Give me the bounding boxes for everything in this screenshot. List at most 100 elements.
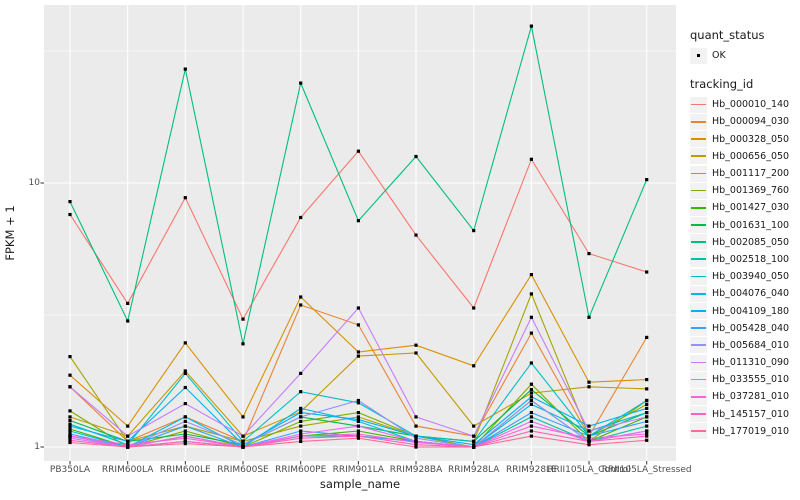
legend-key bbox=[690, 47, 707, 64]
legend-key bbox=[690, 320, 707, 337]
legend-item-quant-status: OK bbox=[690, 47, 800, 64]
data-point bbox=[68, 432, 72, 436]
data-point bbox=[529, 331, 533, 335]
data-point bbox=[299, 419, 303, 423]
legend-item-label: Hb_002518_100 bbox=[712, 253, 790, 265]
legend-item-tracking-id: Hb_002518_100 bbox=[690, 251, 800, 268]
legend-item-tracking-id: Hb_000094_030 bbox=[690, 113, 800, 130]
data-point bbox=[356, 419, 360, 423]
data-point bbox=[299, 434, 303, 438]
legend-item-tracking-id: Hb_033555_010 bbox=[690, 371, 800, 388]
data-point bbox=[183, 385, 187, 390]
legend-key bbox=[690, 285, 707, 302]
legend-item-tracking-id: Hb_001631_100 bbox=[690, 217, 800, 234]
data-point bbox=[529, 415, 533, 419]
data-point bbox=[299, 303, 303, 307]
data-point bbox=[68, 200, 72, 204]
data-point bbox=[414, 443, 418, 447]
data-point bbox=[587, 443, 591, 447]
data-point bbox=[529, 361, 533, 365]
data-point bbox=[241, 434, 245, 438]
data-point bbox=[183, 434, 187, 438]
data-point bbox=[645, 438, 649, 442]
x-tick-label: RRIM600SE bbox=[217, 465, 269, 475]
legend-item-tracking-id: Hb_000328_050 bbox=[690, 131, 800, 148]
data-point bbox=[356, 411, 360, 415]
data-point bbox=[68, 373, 72, 377]
data-point bbox=[356, 424, 360, 428]
legend-item-tracking-id: Hb_003940_050 bbox=[690, 268, 800, 285]
x-tick-label: RRII105LA_Control bbox=[547, 465, 631, 475]
data-point bbox=[529, 24, 533, 28]
data-point bbox=[68, 424, 72, 428]
x-tick-label: RRIM928LE bbox=[505, 465, 557, 475]
data-point bbox=[414, 436, 418, 440]
legend-key bbox=[690, 113, 707, 130]
legend-item-tracking-id: Hb_005684_010 bbox=[690, 337, 800, 354]
data-point bbox=[299, 390, 303, 394]
legend-key-line bbox=[691, 292, 706, 295]
data-point bbox=[68, 409, 72, 413]
data-point bbox=[183, 432, 187, 436]
legend-item-tracking-id: Hb_011310_090 bbox=[690, 354, 800, 371]
data-point bbox=[68, 440, 72, 445]
data-point bbox=[414, 424, 418, 428]
legend-key bbox=[690, 371, 707, 388]
x-tick-label: RRIM600LE bbox=[159, 465, 211, 475]
legend-key-line bbox=[691, 275, 706, 278]
legend-item-label: Hb_001369_760 bbox=[712, 185, 790, 197]
data-point bbox=[299, 295, 303, 299]
legend-key bbox=[690, 131, 707, 148]
data-point bbox=[587, 424, 591, 428]
data-point bbox=[529, 429, 533, 433]
legend-tracking-id-items: Hb_000010_140 Hb_000094_030 Hb_000328_050 H… bbox=[690, 96, 800, 440]
data-point bbox=[299, 215, 303, 220]
data-point bbox=[587, 252, 591, 256]
x-tick-label: PB350LA bbox=[49, 465, 91, 475]
data-point bbox=[299, 432, 303, 436]
data-point bbox=[299, 415, 303, 419]
data-point bbox=[183, 196, 187, 200]
data-point bbox=[529, 419, 533, 423]
legend-title-quant-status: quant_status bbox=[690, 28, 765, 42]
y-tick-label: 10 bbox=[28, 177, 40, 188]
data-point bbox=[183, 67, 187, 71]
legend-item-label: Hb_001631_100 bbox=[712, 219, 790, 231]
legend-key bbox=[690, 234, 707, 251]
legend-key-line bbox=[691, 224, 706, 226]
legend-gap bbox=[690, 64, 800, 77]
legend-key-line bbox=[691, 258, 706, 261]
x-tick-label: RRIM928BA bbox=[389, 465, 443, 475]
data-point bbox=[587, 385, 591, 389]
data-point bbox=[241, 342, 245, 346]
legend-key bbox=[690, 337, 707, 354]
data-point bbox=[414, 343, 418, 347]
legend: quant_status OK tracking_id Hb_000010_14… bbox=[690, 28, 800, 440]
legend-key-line bbox=[691, 310, 706, 312]
data-point bbox=[126, 424, 130, 428]
legend-item-label: Hb_145157_010 bbox=[712, 408, 790, 420]
data-point bbox=[645, 406, 649, 410]
data-point bbox=[299, 411, 303, 415]
data-point bbox=[587, 429, 591, 433]
data-point bbox=[241, 415, 245, 419]
legend-item-label: Hb_005684_010 bbox=[712, 339, 790, 351]
data-point bbox=[529, 157, 533, 161]
legend-item-tracking-id: Hb_005428_040 bbox=[690, 320, 800, 337]
data-point bbox=[68, 429, 72, 433]
data-point bbox=[356, 149, 360, 153]
data-point bbox=[68, 422, 72, 426]
data-point bbox=[183, 429, 187, 433]
legend-key-line bbox=[691, 138, 706, 140]
legend-item-tracking-id: Hb_000010_140 bbox=[690, 96, 800, 113]
data-point bbox=[68, 438, 72, 442]
data-point bbox=[414, 415, 418, 419]
data-point bbox=[529, 391, 533, 395]
data-point bbox=[241, 443, 245, 447]
legend-item-tracking-id: Hb_037281_010 bbox=[690, 388, 800, 405]
legend-key bbox=[690, 199, 707, 216]
data-point bbox=[529, 395, 533, 399]
data-point bbox=[68, 415, 72, 419]
x-tick-label: RRIM600PE bbox=[275, 465, 327, 475]
legend-item-label: Hb_003940_050 bbox=[712, 271, 790, 283]
